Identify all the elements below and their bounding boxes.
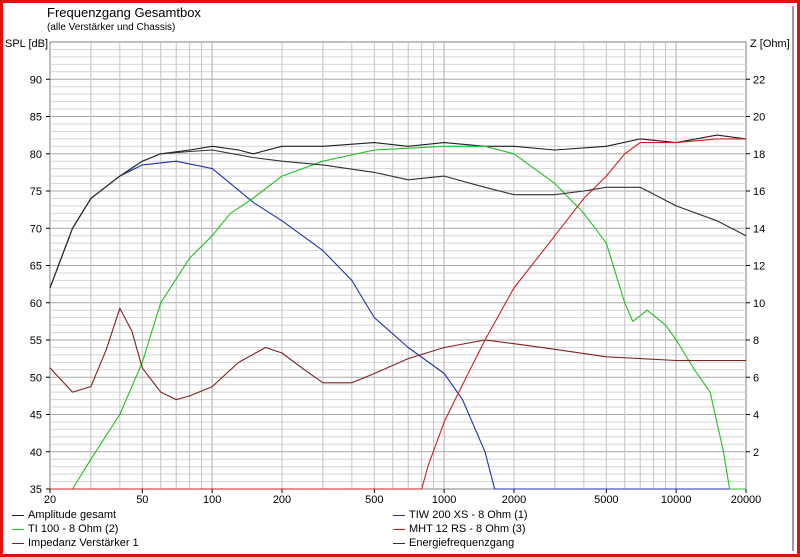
x-tick-label: 50 <box>136 494 148 506</box>
y2-tick-label: 12 <box>753 261 765 273</box>
legend-label: Amplitude gesamt <box>28 509 117 521</box>
legend-label: TIW 200 XS - 8 Ohm (1) <box>409 509 528 521</box>
legend-label: Impedanz Verstärker 1 <box>28 537 139 549</box>
y2-tick-label: 6 <box>753 372 759 384</box>
y-tick-label: 45 <box>30 410 42 422</box>
y-axis-label: SPL [dB] <box>5 38 49 50</box>
y-tick-label: 60 <box>30 298 42 310</box>
x-tick-label: 10000 <box>661 494 692 506</box>
y-tick-label: 70 <box>30 223 42 235</box>
x-tick-label: 500 <box>365 494 383 506</box>
x-tick-label: 20 <box>44 494 56 506</box>
legend-swatch <box>12 543 24 544</box>
legend-item: Energiefrequenzgang <box>393 537 514 550</box>
y2-tick-label: 20 <box>753 112 765 124</box>
y2-axis-label: Z [Ohm] <box>750 38 790 50</box>
x-tick-label: 20000 <box>731 494 762 506</box>
y-tick-label: 50 <box>30 372 42 384</box>
legend-item: TIW 200 XS - 8 Ohm (1) <box>393 509 528 522</box>
y2-tick-label: 16 <box>753 186 765 198</box>
y-tick-label: 55 <box>30 335 42 347</box>
legend-swatch <box>12 515 24 516</box>
y2-tick-label: 8 <box>753 335 759 347</box>
legend-label: Energiefrequenzgang <box>409 537 515 549</box>
y-tick-label: 80 <box>30 149 42 161</box>
y-tick-label: 40 <box>30 447 42 459</box>
chart-subtitle: (alle Verstärker und Chassis) <box>47 22 176 33</box>
y2-tick-label: 14 <box>753 223 765 235</box>
legend-swatch <box>393 543 405 544</box>
legend-label: MHT 12 RS - 8 Ohm (3) <box>409 523 526 535</box>
legend-label: TI 100 - 8 Ohm (2) <box>28 523 119 535</box>
x-tick-label: 2000 <box>502 494 526 506</box>
y-tick-label: 85 <box>30 112 42 124</box>
y2-tick-label: 4 <box>753 410 759 422</box>
y-tick-label: 75 <box>30 186 42 198</box>
y-tick-label: 90 <box>30 74 42 86</box>
y-tick-label: 65 <box>30 261 42 273</box>
y2-tick-label: 22 <box>753 74 765 86</box>
series-line-mht-12-rs-8-ohm-3 <box>50 138 746 490</box>
legend-item: TI 100 - 8 Ohm (2) <box>12 523 118 536</box>
legend-swatch <box>393 515 405 516</box>
x-tick-label: 100 <box>203 494 221 506</box>
series-line-impedanz-verst-rker-1 <box>49 307 746 401</box>
legend-item: Impedanz Verstärker 1 <box>12 537 139 550</box>
y-tick-label: 35 <box>30 484 42 496</box>
x-tick-label: 5000 <box>594 494 618 506</box>
chart-title: Frequenzgang Gesamtbox <box>47 5 201 20</box>
window-edge <box>6 6 794 551</box>
y2-tick-label: 2 <box>753 447 759 459</box>
legend-item: Amplitude gesamt <box>12 509 116 522</box>
x-tick-label: 200 <box>273 494 291 506</box>
y2-tick-label: 18 <box>753 149 765 161</box>
series-line-ti-100-8-ohm-2 <box>50 145 746 490</box>
y2-tick-label: 10 <box>753 298 765 310</box>
series-line-energiefrequenzgang <box>49 149 747 289</box>
legend-swatch <box>393 529 405 530</box>
x-tick-label: 1000 <box>432 494 456 506</box>
legend-swatch <box>12 529 24 530</box>
legend-item: MHT 12 RS - 8 Ohm (3) <box>393 523 526 536</box>
